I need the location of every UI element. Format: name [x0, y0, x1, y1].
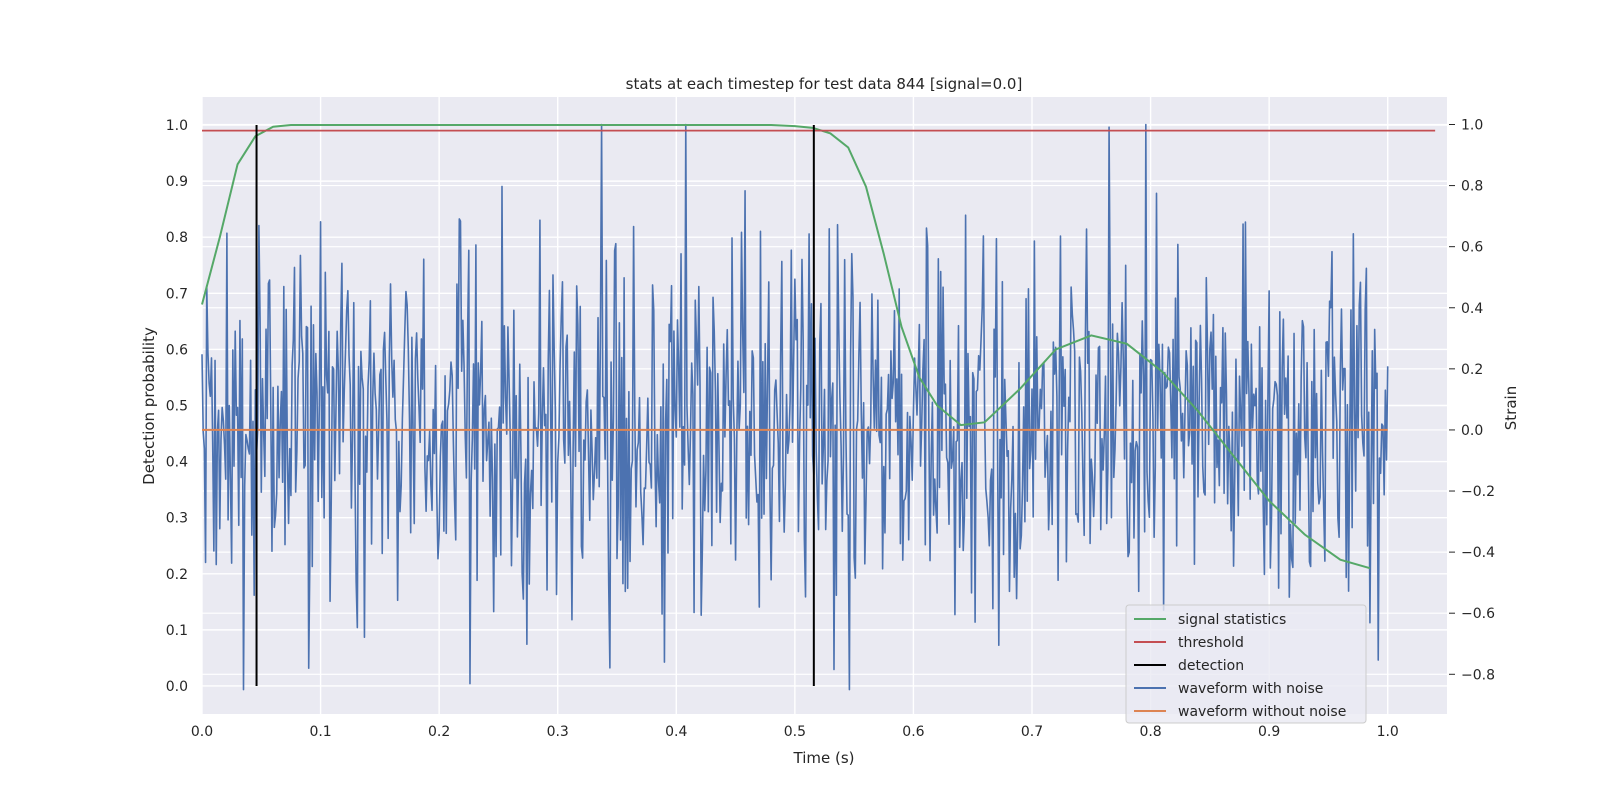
y-right-tick-label: −0.6 [1461, 606, 1495, 622]
x-tick-label: 0.2 [428, 724, 450, 740]
x-axis-label: Time (s) [793, 749, 855, 767]
series-layer [201, 123, 1436, 691]
y-left-tick-label: 0.5 [166, 399, 188, 415]
y-axis-label-right: Strain [1502, 386, 1520, 430]
legend: signal statistics threshold detection wavef… [1125, 604, 1367, 724]
y-right-tick-label: 0.0 [1461, 423, 1483, 439]
legend-label: waveform without noise [1178, 704, 1346, 720]
y-left-tick-label: 0.0 [166, 679, 188, 695]
y-right-tick-label: 0.8 [1461, 179, 1483, 195]
y-left-tick-label: 0.8 [166, 230, 188, 246]
y-left-tick-label: 0.7 [166, 286, 188, 302]
legend-label: signal statistics [1178, 612, 1286, 628]
y-left-tick-label: 0.9 [166, 174, 188, 190]
x-tick-label: 1.0 [1377, 724, 1399, 740]
y-left-tick-label: 0.3 [166, 511, 188, 527]
legend-label: threshold [1178, 635, 1244, 651]
y-left-tick-label: 0.6 [166, 342, 188, 358]
y-right-tick-label: 0.4 [1461, 301, 1483, 317]
y-axis-label-left: Detection probability [140, 327, 158, 485]
x-tick-label: 0.9 [1258, 724, 1280, 740]
x-tick-label: 0.8 [1139, 724, 1161, 740]
series-line-waveform-with-noise [201, 123, 1389, 691]
y-left-tick-label: 0.1 [166, 623, 188, 639]
series-line-signal-statistics [201, 124, 1371, 570]
x-tick-label: 0.0 [191, 724, 213, 740]
y-right-tick-label: −0.8 [1461, 667, 1495, 683]
legend-label: waveform with noise [1178, 681, 1323, 697]
y-right-tick-label: −0.2 [1461, 484, 1495, 500]
x-tick-label: 0.7 [1021, 724, 1043, 740]
y-right-tick-label: 0.2 [1461, 362, 1483, 378]
y-left-tick-label: 0.2 [166, 567, 188, 583]
y-right-tick-label: −0.4 [1461, 545, 1495, 561]
y-right-tick-label: 0.6 [1461, 240, 1483, 256]
y-left-tick-label: 1.0 [166, 118, 188, 134]
chart-title: stats at each timestep for test data 844… [626, 75, 1023, 93]
x-tick-label: 0.4 [665, 724, 687, 740]
y-right-tick-label: 1.0 [1461, 117, 1483, 133]
y-left-tick-label: 0.4 [166, 455, 188, 471]
x-tick-label: 0.5 [784, 724, 806, 740]
x-tick-label: 0.3 [547, 724, 569, 740]
legend-label: detection [1178, 658, 1244, 674]
axes-layer: 0.0 0.1 0.2 0.3 0.4 0.5 0.6 0.7 0.8 0.9 1.0 0.0 0.1 0… [166, 117, 1495, 740]
x-tick-label: 0.1 [309, 724, 331, 740]
x-tick-label: 0.6 [902, 724, 924, 740]
legend-box [1125, 604, 1367, 724]
